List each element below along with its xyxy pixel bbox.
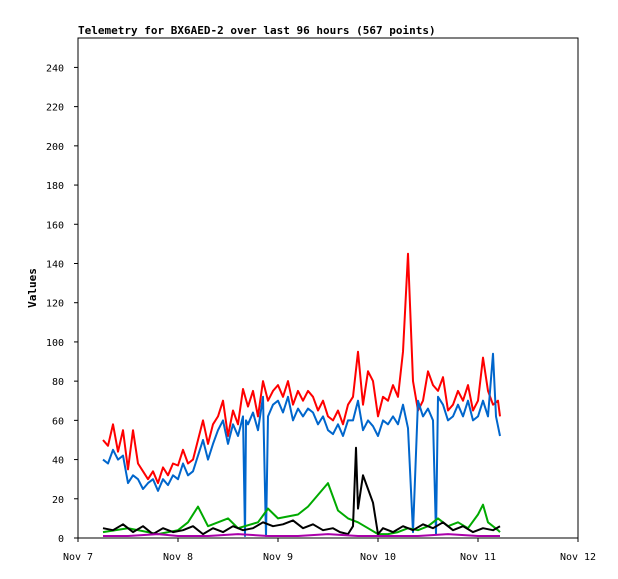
y-tick-label: 140 [46,259,64,270]
series-line-5 [103,533,500,537]
x-tick-label: Nov 7 [63,552,93,563]
y-tick-label: 0 [58,534,64,545]
y-tick-label: 180 [46,181,64,192]
x-tick-label: Nov 8 [163,552,193,563]
y-tick-label: 240 [46,63,64,74]
x-axis: Nov 7 Nov 8 Nov 9 Nov 10 Nov 11 Nov 12 [63,538,596,563]
y-tick-label: 60 [52,416,64,427]
x-tick-label: Nov 10 [360,552,396,563]
y-tick-label: 120 [46,299,64,310]
y-tick-label: 160 [46,220,64,231]
chart-title: Telemetry for BX6AED-2 over last 96 hour… [78,24,436,37]
x-tick-label: Nov 9 [263,552,293,563]
plot-frame [77,37,579,539]
y-tick-label: 20 [52,495,64,506]
y-tick-label: 100 [46,338,64,349]
y-tick-label: 80 [52,377,64,388]
series-line-3 [102,482,501,536]
y-tick-label: 40 [52,456,64,467]
x-tick-label: Nov 12 [560,552,596,563]
series-line-1 [102,252,501,485]
y-axis-label: Values [26,268,39,308]
series-layer [102,252,501,537]
series-line-4 [102,446,501,536]
y-tick-label: 220 [46,103,64,114]
y-axis: 0 20 40 60 80 100 120 140 160 180 200 220 240 [46,63,78,545]
x-tick-label: Nov 11 [460,552,496,563]
y-tick-label: 200 [46,142,64,153]
